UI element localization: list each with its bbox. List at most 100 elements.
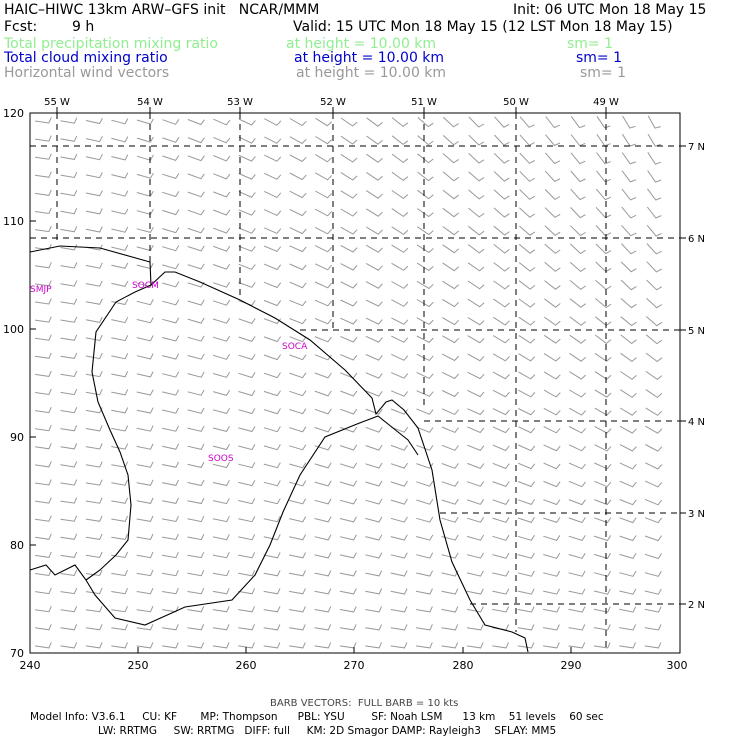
wind-barb — [85, 515, 103, 522]
wind-barb — [263, 498, 281, 505]
wind-barb — [85, 154, 103, 161]
wind-barb — [441, 353, 460, 362]
wind-barb — [545, 134, 561, 147]
lat-label: 2 N — [688, 600, 705, 611]
wind-barb — [519, 116, 535, 128]
wind-barb — [136, 425, 154, 432]
wind-barb — [365, 299, 383, 307]
wind-barb — [596, 115, 611, 129]
wind-barb — [416, 516, 434, 523]
wind-barb — [136, 606, 154, 613]
coastline — [29, 245, 529, 653]
lon-label: 55 W — [44, 97, 70, 108]
y-tick-label: 100 — [3, 323, 24, 336]
y-tick-label: 90 — [10, 431, 24, 444]
wind-barb — [289, 642, 306, 649]
wind-barb — [518, 225, 536, 236]
border-western — [85, 284, 152, 581]
wind-barb — [594, 462, 612, 470]
wind-barb — [263, 209, 282, 217]
x-tick-label: 270 — [344, 659, 365, 672]
wind-barb — [416, 588, 433, 595]
wind-barb — [212, 443, 230, 451]
wind-barb — [543, 407, 561, 416]
x-tick-label: 260 — [236, 659, 257, 672]
wind-barb — [646, 224, 662, 237]
wind-barb — [314, 462, 332, 469]
wind-barb — [621, 188, 637, 201]
wind-barb — [442, 262, 460, 272]
wind-barb — [543, 570, 561, 577]
wind-barb — [85, 389, 103, 396]
x-tick-label: 280 — [453, 659, 474, 672]
wind-barb — [213, 136, 231, 144]
wind-barb — [644, 480, 663, 488]
wind-barb — [212, 534, 230, 541]
wind-barb — [365, 244, 383, 253]
wind-barb — [492, 499, 510, 505]
wind-barb — [416, 299, 434, 308]
wind-barb — [314, 281, 332, 289]
wind-barb — [238, 570, 256, 577]
wind-barb — [340, 263, 358, 271]
wind-barb — [340, 317, 358, 325]
wind-barb — [289, 426, 307, 433]
wind-barb — [339, 444, 358, 451]
wind-barb — [238, 300, 256, 306]
wind-barb — [35, 334, 52, 341]
wind-barb — [442, 116, 459, 128]
wind-barb — [493, 280, 510, 290]
wind-barb — [238, 336, 256, 342]
wind-barb — [136, 208, 154, 215]
wind-barb — [263, 570, 281, 577]
wind-barb — [365, 570, 383, 577]
wind-barb — [264, 190, 282, 199]
wind-barb — [35, 606, 52, 613]
wind-barb — [620, 316, 637, 327]
wind-barb — [644, 570, 662, 577]
field-precip-sm: sm= 1 — [567, 36, 614, 52]
wind-barb — [187, 227, 205, 234]
wind-barb — [595, 243, 612, 255]
wind-barb — [314, 226, 333, 235]
wind-barb — [340, 117, 358, 127]
wind-barb — [136, 497, 154, 504]
wind-barb — [366, 135, 383, 145]
wind-barb — [85, 569, 103, 577]
wind-barb — [441, 498, 459, 505]
wind-barb — [492, 588, 510, 595]
wind-barb — [238, 552, 256, 559]
wind-barb — [111, 606, 128, 613]
wind-barb — [60, 515, 78, 522]
wind-barb — [519, 134, 535, 146]
wind-barb — [314, 354, 332, 361]
wind-barb — [467, 353, 485, 362]
wind-barb — [391, 281, 409, 289]
wind-barb — [518, 316, 536, 326]
wind-barb — [187, 551, 205, 559]
wind-barb — [619, 535, 637, 542]
wind-barb — [568, 606, 586, 613]
wind-barb — [466, 624, 484, 631]
wind-barb — [35, 479, 52, 486]
wind-barb — [339, 498, 358, 505]
wind-barb — [136, 569, 154, 577]
wind-barb — [340, 390, 358, 397]
wind-barb — [416, 426, 434, 433]
wind-barb — [162, 389, 180, 396]
wind-barb — [213, 209, 231, 216]
wind-barb — [365, 462, 383, 469]
wind-barb — [263, 588, 281, 595]
wind-barb — [314, 208, 333, 217]
wind-barb — [646, 243, 662, 255]
wind-barb — [417, 171, 434, 182]
wind-barb — [517, 624, 535, 631]
wind-barb — [187, 606, 205, 613]
wind-barb — [543, 588, 561, 595]
wind-barb — [365, 390, 383, 397]
wind-barb — [441, 463, 459, 469]
wind-barb — [162, 191, 180, 198]
model-info-line2: LW: RRTMG SW: RRTMG DIFF: full KM: 2D Sm… — [98, 725, 557, 737]
field-precip-name: Total precipitation mixing ratio — [4, 36, 218, 52]
